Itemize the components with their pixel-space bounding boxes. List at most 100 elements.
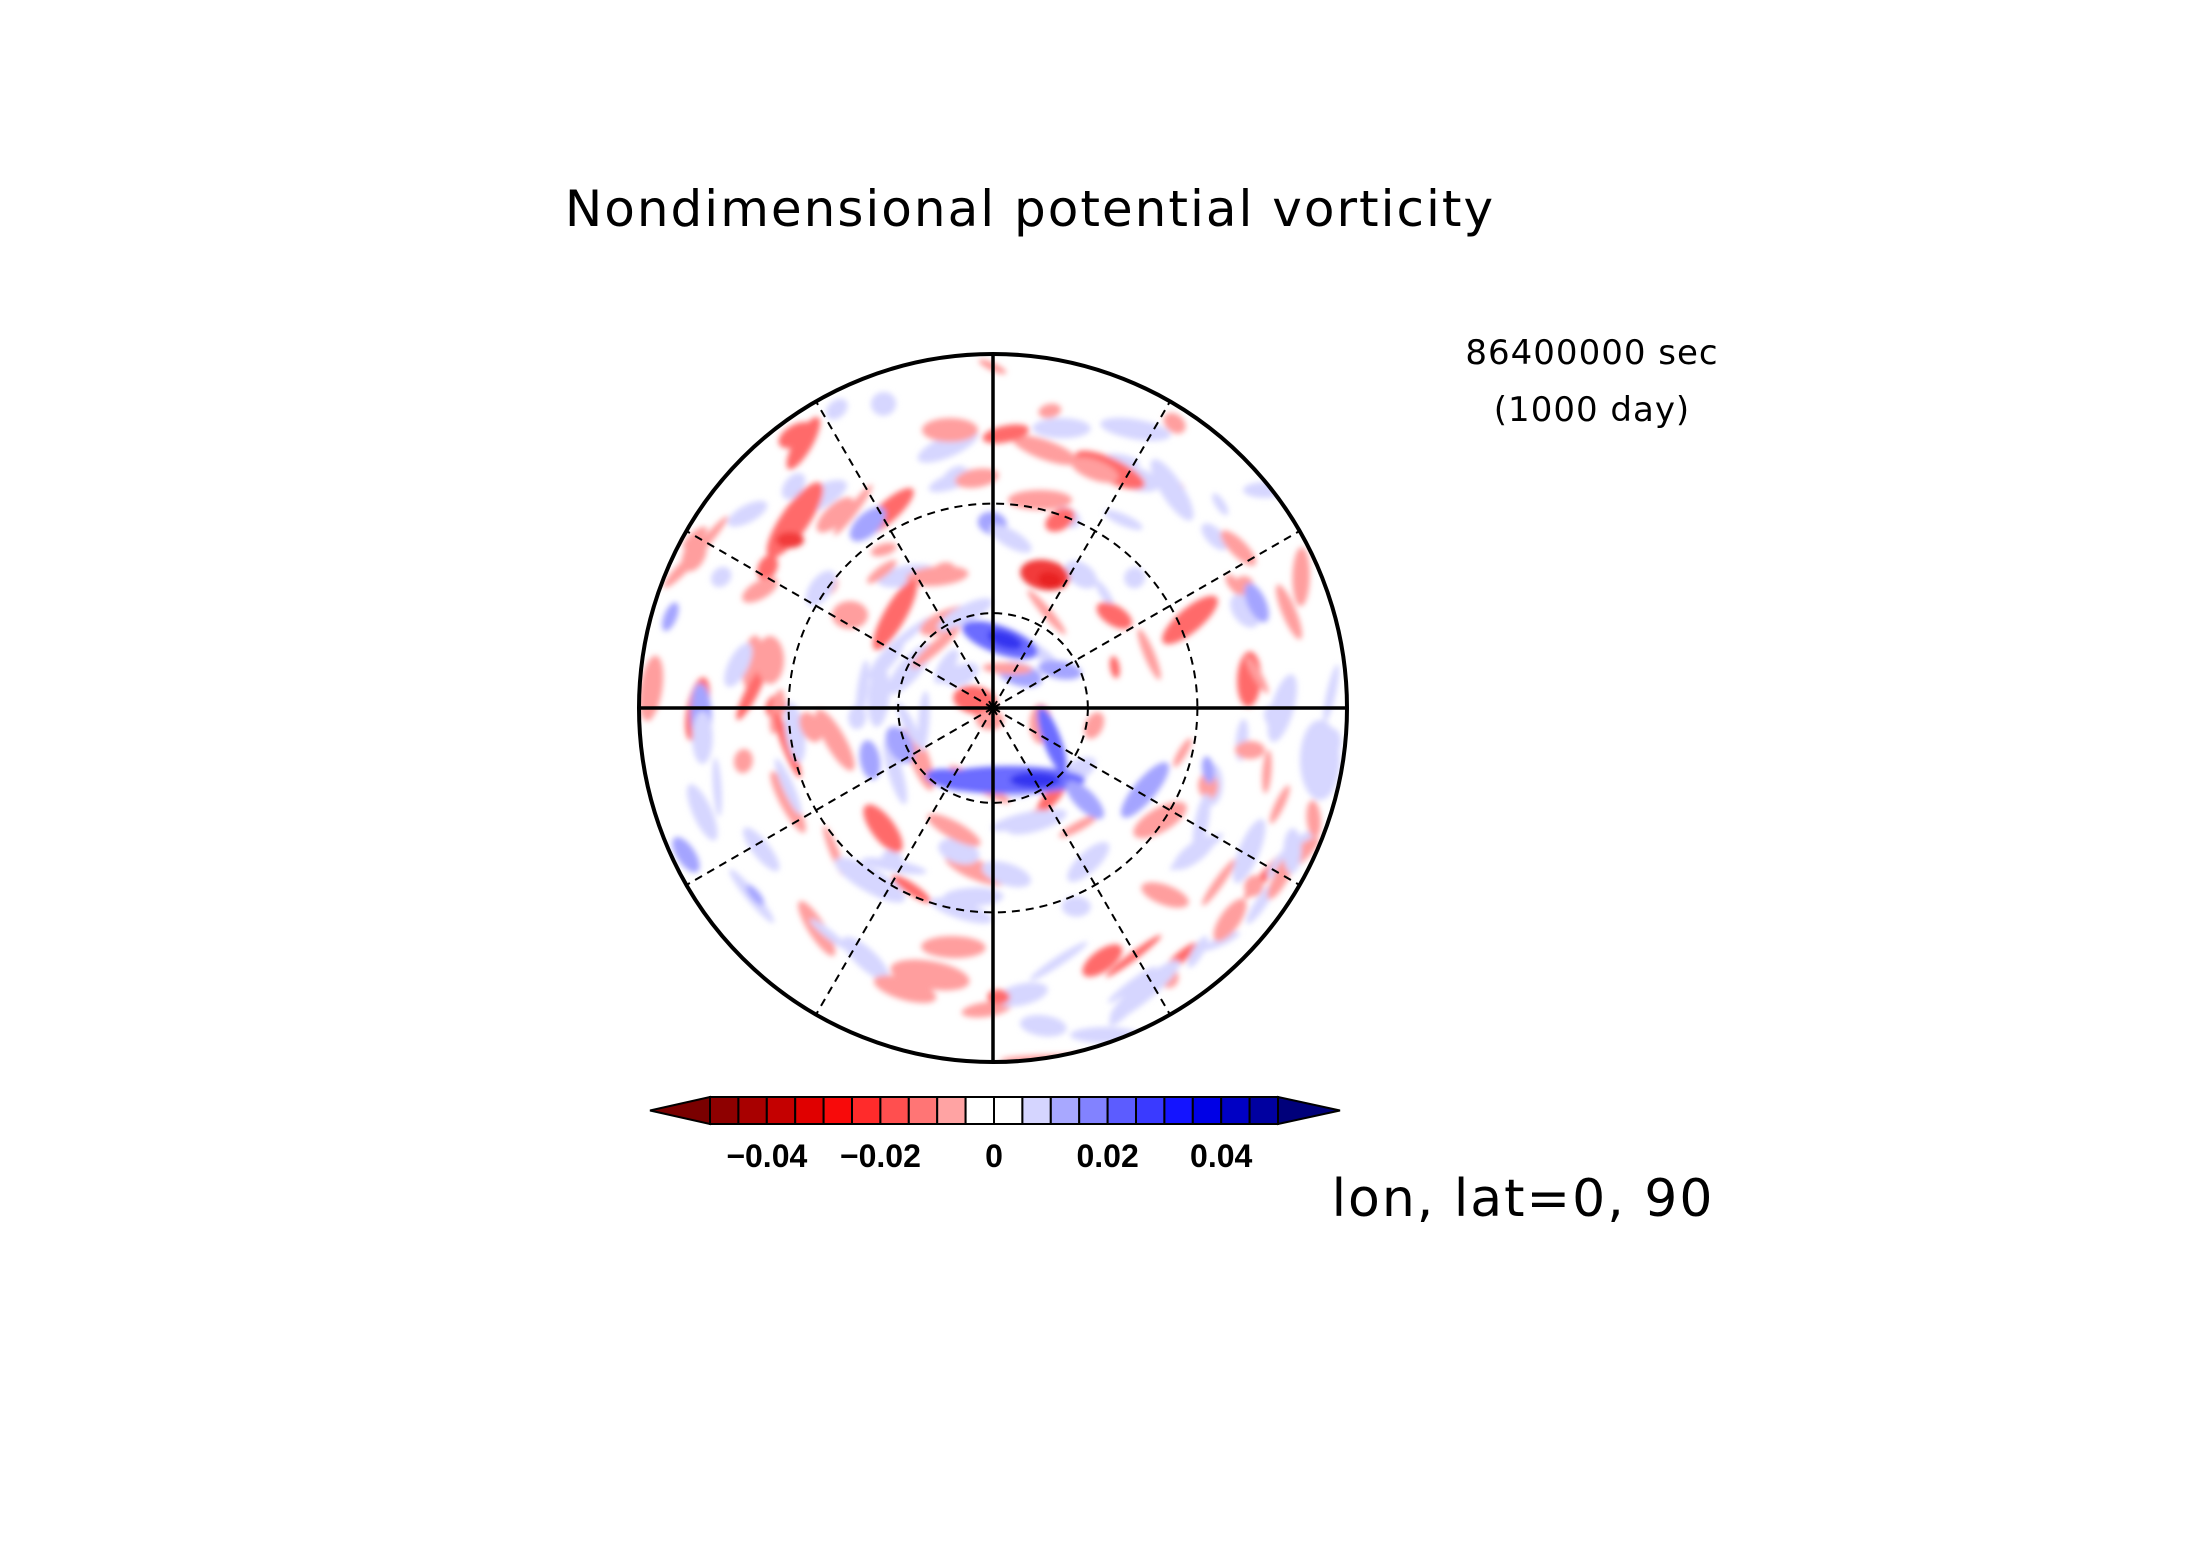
field-feature xyxy=(872,579,918,651)
positive-anomaly xyxy=(1173,835,1215,870)
meridian-line xyxy=(992,707,1301,886)
meridian-line xyxy=(992,707,1171,1016)
field-feature xyxy=(742,577,778,603)
field-feature xyxy=(1071,457,1119,483)
positive-anomaly xyxy=(1064,560,1098,589)
positive-anomaly xyxy=(746,884,765,906)
positive-anomaly xyxy=(672,837,700,873)
positive-anomaly xyxy=(1264,705,1283,730)
positive-anomaly xyxy=(662,602,679,632)
colorbar-swatch xyxy=(851,1096,882,1125)
colorbar-tick-label: 0.04 xyxy=(1190,1138,1252,1174)
time-days-label: (1000 day) xyxy=(1494,390,1690,430)
colorbar-swatch xyxy=(936,1096,967,1125)
colorbar-tick-label: −0.04 xyxy=(726,1138,807,1174)
negative-anomaly xyxy=(1225,574,1243,595)
negative-anomaly xyxy=(1292,547,1310,607)
field-feature xyxy=(776,532,804,548)
positive-anomaly xyxy=(712,757,722,817)
negative-anomaly xyxy=(1244,875,1264,897)
map-grid xyxy=(639,354,1347,1062)
colorbar-swatch xyxy=(964,1096,995,1125)
negative-anomaly xyxy=(906,566,969,587)
negative-anomaly xyxy=(892,874,932,903)
colorbar-tick-label: −0.02 xyxy=(840,1138,921,1174)
colorbar-swatch xyxy=(822,1096,853,1125)
positive-anomaly xyxy=(989,524,1032,553)
time-seconds-label: 86400000 sec xyxy=(1465,333,1718,373)
field-feature xyxy=(1141,882,1189,908)
negative-anomaly xyxy=(1275,584,1303,640)
positive-anomaly xyxy=(855,660,870,721)
colorbar-under-arrow xyxy=(649,1095,711,1126)
colorbar-swatch xyxy=(993,1096,1024,1125)
positive-anomaly xyxy=(848,705,867,730)
colorbar-swatch xyxy=(1135,1096,1166,1125)
meridian-line xyxy=(815,400,994,709)
polar-map xyxy=(637,352,1349,1091)
positive-anomaly xyxy=(711,566,732,588)
negative-anomaly xyxy=(1137,628,1161,680)
negative-anomaly xyxy=(982,662,1033,675)
negative-anomaly xyxy=(1220,530,1257,566)
colorbar-swatch xyxy=(794,1096,825,1125)
meridian-line xyxy=(992,530,1301,709)
field-feature xyxy=(1300,720,1340,800)
positive-anomaly xyxy=(1020,1015,1067,1037)
negative-anomaly xyxy=(770,771,806,833)
positive-anomaly xyxy=(724,643,753,688)
negative-anomaly xyxy=(1109,656,1120,679)
field-feature xyxy=(1224,1089,1226,1091)
field-feature xyxy=(756,636,784,684)
field-feature xyxy=(1045,508,1075,532)
colorbar-swatch xyxy=(1106,1096,1137,1125)
negative-anomaly xyxy=(873,975,937,1004)
negative-anomaly xyxy=(870,542,897,557)
field-feature xyxy=(922,418,978,442)
field-feature xyxy=(1008,490,1072,510)
positive-anomaly xyxy=(941,665,962,685)
positive-anomaly xyxy=(861,857,927,875)
negative-anomaly xyxy=(863,804,903,853)
field-feature xyxy=(832,601,868,629)
field-feature xyxy=(987,630,1023,650)
positive-anomaly xyxy=(1100,417,1171,441)
negative-anomaly xyxy=(1084,712,1105,739)
negative-anomaly xyxy=(1027,590,1066,635)
plot-title: Nondimensional potential vorticity xyxy=(565,180,1495,238)
field-feature xyxy=(815,709,855,771)
positive-anomaly xyxy=(727,500,768,527)
negative-anomaly xyxy=(1269,785,1290,824)
colorbar-swatch xyxy=(1248,1096,1279,1125)
negative-anomaly xyxy=(1038,403,1062,419)
meridian-line xyxy=(685,707,994,886)
positive-anomaly xyxy=(1201,931,1241,951)
colorbar-over-arrow xyxy=(1277,1095,1341,1126)
positive-anomaly xyxy=(934,649,959,684)
positive-anomaly xyxy=(1067,841,1110,882)
field-feature xyxy=(1038,571,1062,589)
field-feature xyxy=(1162,595,1218,645)
negative-anomaly xyxy=(778,421,814,449)
negative-anomaly xyxy=(911,626,960,669)
negative-anomaly xyxy=(1096,602,1133,629)
colorbar-swatch xyxy=(737,1096,768,1125)
positive-anomaly xyxy=(692,711,713,764)
negative-anomaly xyxy=(682,526,708,549)
positive-anomaly xyxy=(849,506,886,542)
view-label: lon, lat=0, 90 xyxy=(1332,1169,1715,1229)
colorbar-swatch xyxy=(1049,1096,1081,1125)
negative-anomaly xyxy=(1012,435,1079,466)
colorbar-swatch xyxy=(1163,1096,1194,1125)
map-boundary xyxy=(637,352,1349,1064)
colorbar-swatch xyxy=(1191,1096,1223,1125)
positive-anomaly xyxy=(1283,828,1302,874)
positive-anomaly xyxy=(867,665,890,727)
positive-anomaly xyxy=(883,739,908,805)
negative-anomaly xyxy=(1201,858,1237,906)
positive-anomaly xyxy=(942,887,1004,907)
field-feature xyxy=(1109,960,1181,1020)
positive-anomaly xyxy=(1192,793,1211,853)
positive-anomaly xyxy=(1061,896,1091,917)
colorbar-swatch xyxy=(765,1096,797,1125)
